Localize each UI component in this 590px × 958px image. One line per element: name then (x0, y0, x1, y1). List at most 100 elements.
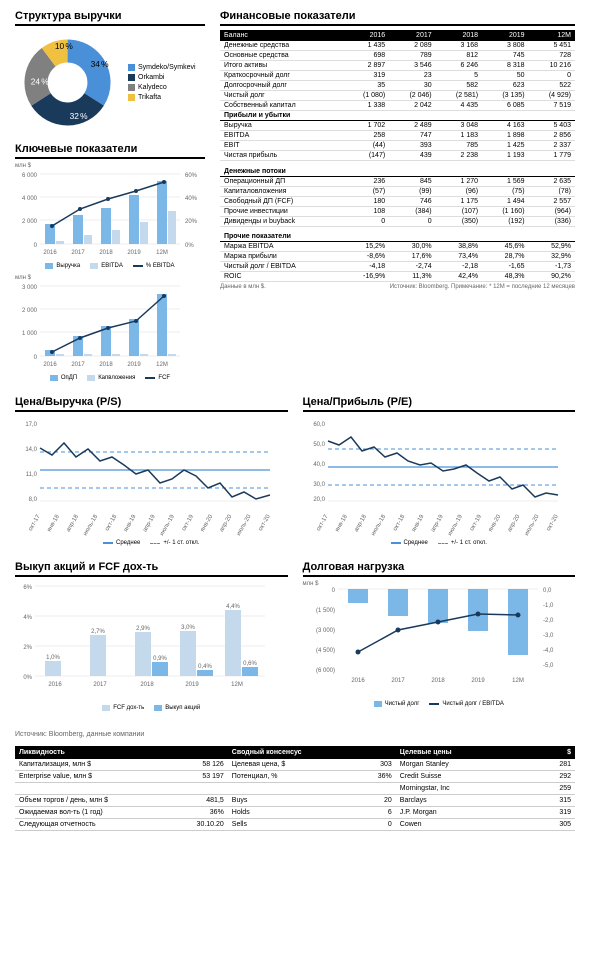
svg-text:2018: 2018 (99, 250, 113, 256)
donut-chart: 34% 32% 24% 10% (15, 30, 120, 135)
svg-text:4%: 4% (23, 615, 32, 621)
svg-text:июль-18: июль-18 (370, 513, 387, 536)
svg-text:янв-18: янв-18 (334, 513, 349, 533)
svg-text:2016: 2016 (43, 362, 57, 368)
svg-text:апр-19: апр-19 (142, 513, 157, 533)
svg-text:0,0: 0,0 (543, 588, 552, 594)
svg-text:-3,0: -3,0 (543, 633, 554, 639)
svg-text:12M: 12M (156, 250, 168, 256)
key-chart-1: 6 00060% 4 00040% 2 00020% 00% 2016 2017… (15, 169, 205, 259)
ps-chart: 17,0 14,0 11,0 8,0 окт-17янв-18апр-18июл… (15, 416, 285, 536)
svg-text:янв-20: янв-20 (487, 513, 502, 533)
svg-text:(3 000): (3 000) (315, 628, 334, 634)
svg-text:окт-18: окт-18 (104, 513, 118, 532)
svg-text:апр-18: апр-18 (353, 513, 368, 533)
svg-text:2019: 2019 (185, 682, 199, 688)
svg-text:4 000: 4 000 (22, 196, 38, 202)
svg-text:%: % (65, 41, 73, 51)
svg-text:2019: 2019 (127, 362, 141, 368)
svg-text:11,0: 11,0 (26, 472, 38, 478)
buyback-chart: 6% 4% 2% 0% 1,0% 2,7% 2,9% 3,0% 4,4% 0,9… (15, 581, 285, 701)
svg-text:июль-18: июль-18 (83, 513, 100, 536)
svg-text:40,0: 40,0 (313, 462, 325, 468)
svg-text:4,4%: 4,4% (226, 604, 240, 610)
ps-title: Цена/Выручка (P/S) (15, 396, 288, 412)
svg-text:0,9%: 0,9% (153, 656, 167, 662)
svg-text:60%: 60% (185, 173, 198, 179)
svg-text:2019: 2019 (127, 250, 141, 256)
svg-text:(1 500): (1 500) (315, 608, 334, 614)
svg-text:2016: 2016 (48, 682, 62, 688)
svg-text:июль-20: июль-20 (236, 513, 253, 536)
debt-chart: 00,0 (1 500)-1,0 (3 000)-2,0 (4 500)-3,0… (303, 587, 573, 697)
svg-text:2,7%: 2,7% (91, 629, 105, 635)
svg-text:2%: 2% (23, 645, 32, 651)
svg-text:0: 0 (34, 355, 38, 361)
svg-text:12M: 12M (156, 362, 168, 368)
svg-text:8,0: 8,0 (29, 497, 38, 503)
svg-text:янв-19: янв-19 (123, 513, 138, 533)
svg-text:2 000: 2 000 (22, 308, 38, 314)
svg-text:0,6%: 0,6% (243, 661, 257, 667)
svg-text:янв-18: янв-18 (46, 513, 61, 533)
svg-text:20,0: 20,0 (313, 497, 325, 503)
svg-text:апр-19: апр-19 (430, 513, 445, 533)
svg-text:-2,0: -2,0 (543, 618, 554, 624)
svg-text:(6 000): (6 000) (315, 668, 334, 674)
svg-text:20%: 20% (185, 219, 198, 225)
svg-text:0: 0 (331, 588, 335, 594)
svg-text:окт-17: окт-17 (315, 513, 329, 532)
svg-text:2018: 2018 (99, 362, 113, 368)
svg-text:окт-20: окт-20 (258, 513, 272, 532)
pe-chart: 60,0 50,0 40,0 30,0 20,0 окт-17 янв-18 апр… (303, 416, 573, 536)
svg-text:%: % (41, 77, 49, 87)
svg-text:апр-18: апр-18 (66, 513, 81, 533)
svg-text:0,4%: 0,4% (198, 664, 212, 670)
svg-text:32: 32 (70, 111, 80, 121)
svg-text:0%: 0% (185, 243, 194, 249)
revenue-structure-title: Структура выручки (15, 10, 205, 26)
svg-text:окт-19: окт-19 (469, 513, 483, 532)
svg-text:6 000: 6 000 (22, 173, 38, 179)
svg-text:2018: 2018 (140, 682, 154, 688)
svg-text:24: 24 (31, 77, 41, 87)
svg-text:30,0: 30,0 (313, 482, 325, 488)
svg-text:2016: 2016 (351, 678, 365, 684)
svg-text:50,0: 50,0 (313, 442, 325, 448)
svg-text:2 000: 2 000 (22, 219, 38, 225)
svg-text:окт-17: окт-17 (28, 513, 42, 532)
svg-text:60,0: 60,0 (313, 422, 325, 428)
svg-text:июль-19: июль-19 (447, 513, 464, 536)
fin-footnote-right: Источник: Bloomberg. Примечание: * 12М =… (390, 284, 575, 290)
chart2-legend: ОпДП Капвложения FCF (15, 375, 205, 381)
svg-text:июль-20: июль-20 (523, 513, 540, 536)
svg-text:2016: 2016 (43, 250, 57, 256)
svg-text:1 000: 1 000 (22, 331, 38, 337)
financials-title: Финансовые показатели (220, 10, 575, 26)
svg-text:-5,0: -5,0 (543, 663, 554, 669)
svg-text:2017: 2017 (93, 682, 107, 688)
svg-text:1,0%: 1,0% (46, 655, 60, 661)
svg-text:2018: 2018 (431, 678, 445, 684)
liquidity-table: Ликвидность Сводный консенсус Целевые це… (15, 746, 575, 831)
key-indicators-title: Ключевые показатели (15, 143, 205, 159)
svg-text:апр-20: апр-20 (219, 513, 234, 533)
source-note: Источник: Bloomberg, данные компании (15, 731, 575, 738)
svg-text:2019: 2019 (471, 678, 485, 684)
svg-text:0: 0 (34, 243, 38, 249)
svg-text:янв-19: янв-19 (411, 513, 426, 533)
svg-text:6%: 6% (23, 585, 32, 591)
svg-text:апр-20: апр-20 (506, 513, 521, 533)
svg-text:12M: 12M (231, 682, 243, 688)
svg-text:14,0: 14,0 (25, 447, 37, 453)
svg-text:%: % (80, 111, 88, 121)
key-chart-2: 3 000 2 000 1 000 0 2016 2017 2018 2019 … (15, 281, 205, 371)
pe-title: Цена/Прибыль (P/E) (303, 396, 576, 412)
svg-text:-4,0: -4,0 (543, 648, 554, 654)
svg-text:3,0%: 3,0% (181, 625, 195, 631)
svg-text:%: % (101, 59, 109, 69)
svg-text:2017: 2017 (71, 362, 85, 368)
svg-text:2,9%: 2,9% (136, 626, 150, 632)
svg-text:-1,0: -1,0 (543, 603, 554, 609)
buyback-title: Выкуп акций и FCF дох-ть (15, 561, 288, 577)
